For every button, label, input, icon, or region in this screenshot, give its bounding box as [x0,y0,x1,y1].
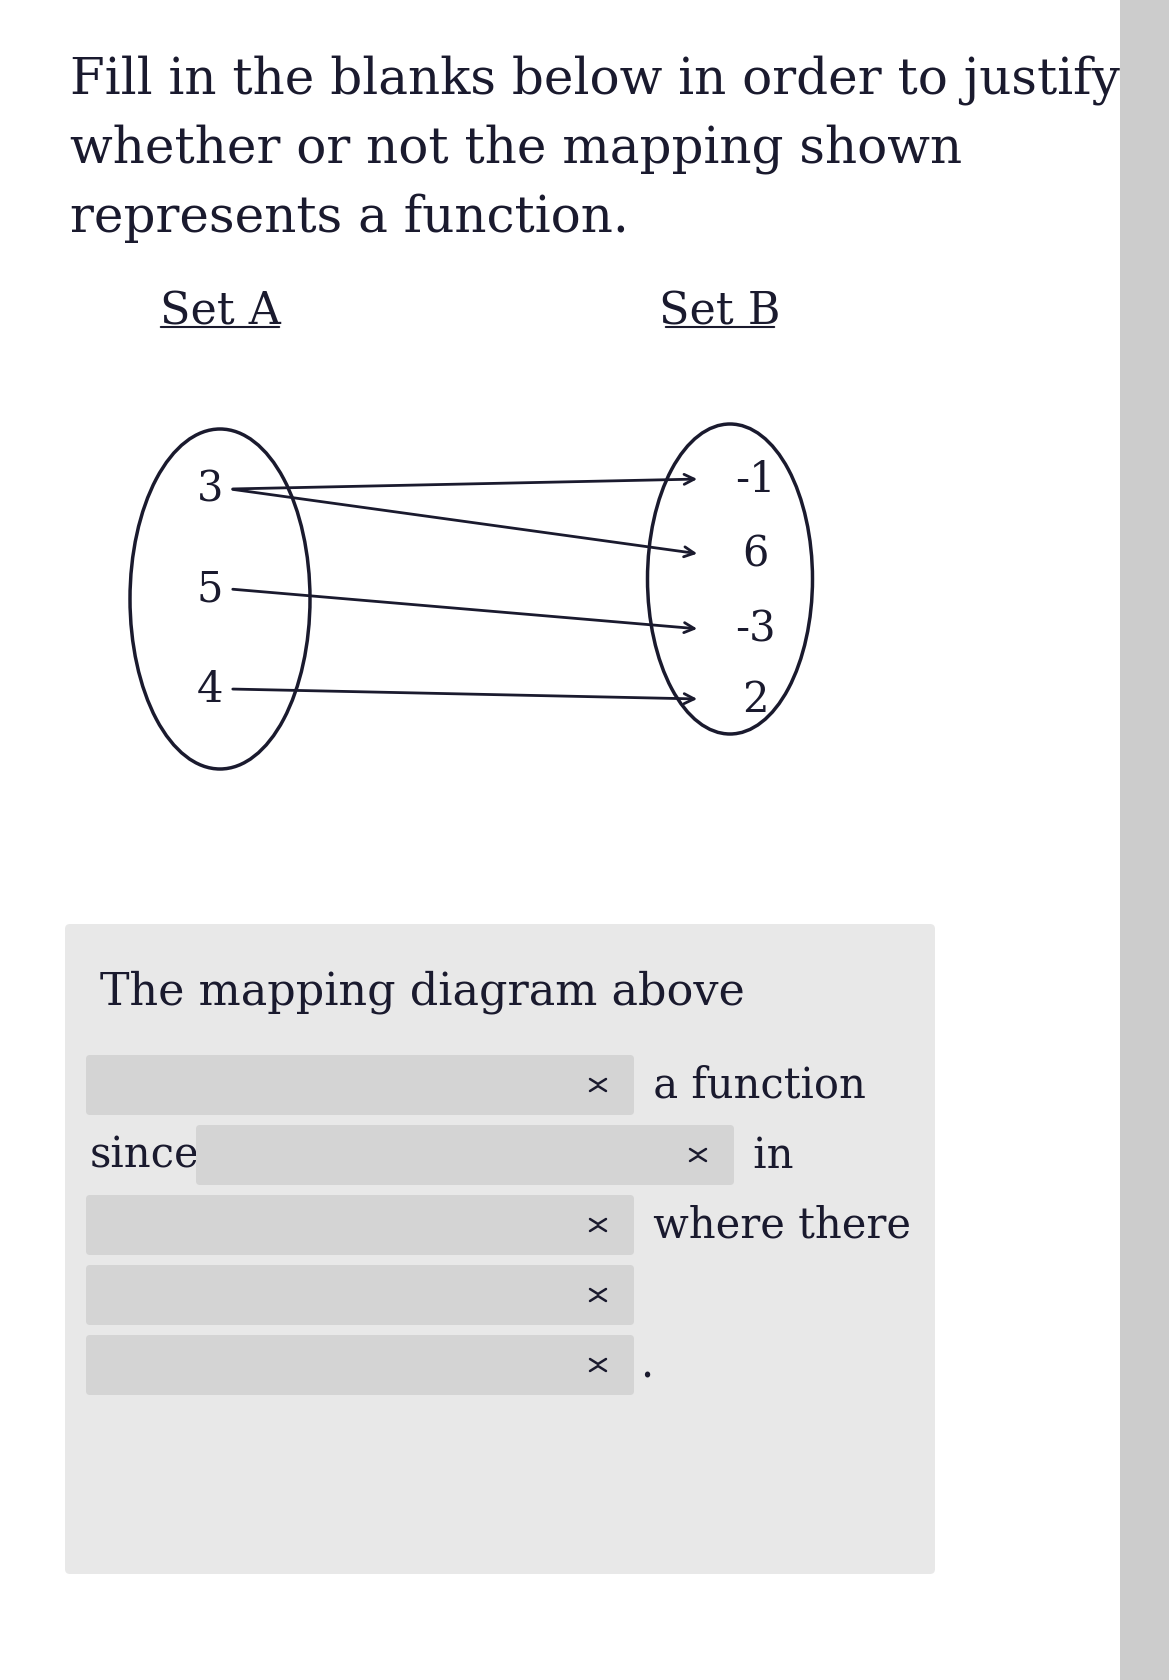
Text: Set B: Set B [659,291,781,333]
Text: Fill in the blanks below in order to justify
whether or not the mapping shown
re: Fill in the blanks below in order to jus… [70,55,1120,242]
Text: 5: 5 [196,568,223,610]
Text: since: since [90,1134,200,1176]
FancyBboxPatch shape [87,1194,634,1255]
FancyBboxPatch shape [87,1336,634,1394]
Text: Set A: Set A [159,291,281,333]
FancyBboxPatch shape [87,1265,634,1326]
FancyBboxPatch shape [87,1055,634,1116]
Bar [1120,0,1169,1680]
Text: 3: 3 [196,469,223,511]
Text: .: . [639,1344,653,1386]
Text: a function: a function [639,1065,866,1107]
Text: in: in [740,1134,794,1176]
Text: 2: 2 [741,679,768,721]
Text: -1: -1 [735,459,775,501]
Text: -3: -3 [734,608,775,650]
FancyBboxPatch shape [65,924,935,1574]
Text: where there: where there [639,1205,911,1247]
FancyBboxPatch shape [196,1126,734,1186]
Text: 4: 4 [196,669,223,711]
Text: The mapping diagram above: The mapping diagram above [101,969,745,1013]
Text: 6: 6 [742,534,768,576]
